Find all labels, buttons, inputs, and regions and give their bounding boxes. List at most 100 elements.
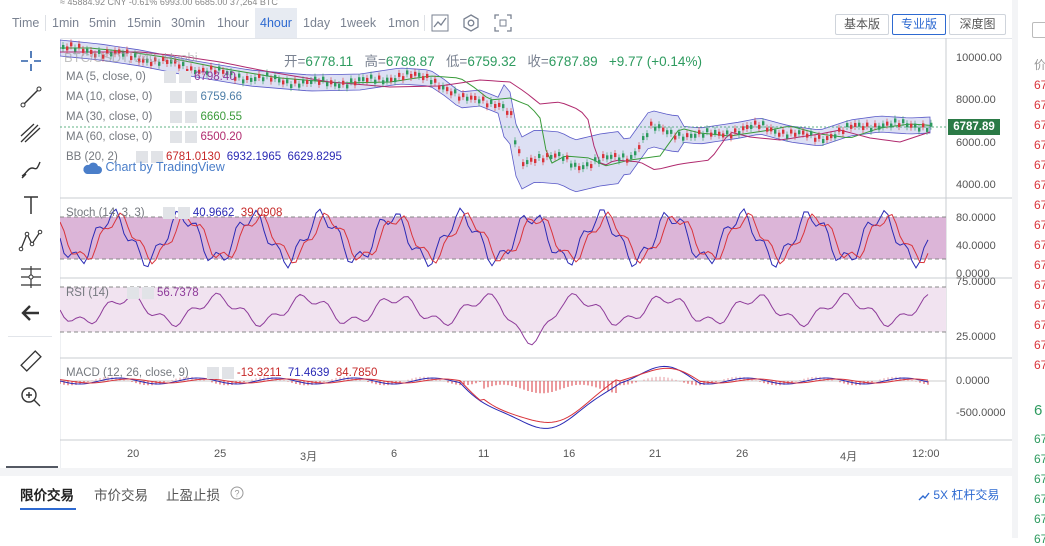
orderbook-ask-price[interactable]: 67 bbox=[1034, 158, 1045, 172]
candle-body bbox=[698, 130, 701, 135]
tab-market-order[interactable]: 市价交易 bbox=[94, 488, 148, 503]
legend-label: RSI (14) bbox=[66, 287, 109, 300]
date-axis-label: 25 bbox=[214, 448, 227, 460]
trend-line-icon[interactable] bbox=[18, 84, 44, 110]
candle-body bbox=[466, 96, 469, 101]
tab-stop-order[interactable]: 止盈止损 bbox=[166, 488, 220, 503]
orderbook-bid-price[interactable]: 67 bbox=[1034, 432, 1045, 446]
pattern-icon[interactable] bbox=[18, 228, 44, 254]
price-chart-canvas[interactable] bbox=[60, 38, 1012, 468]
candle-body bbox=[498, 102, 501, 107]
candle-body bbox=[670, 129, 673, 134]
interval-1mon[interactable]: 1mon bbox=[388, 16, 420, 30]
orderbook-bid-price[interactable]: 67 bbox=[1034, 472, 1045, 486]
candle-body bbox=[538, 153, 541, 158]
orderbook-ask-price[interactable]: 67 bbox=[1034, 338, 1045, 352]
crosshair-icon[interactable] bbox=[18, 48, 44, 74]
legend-stoch[interactable]: Stoch (14, 3, 3) 40.9662 39.0908 bbox=[66, 207, 282, 219]
help-icon[interactable]: ? bbox=[230, 486, 244, 500]
prediction-icon[interactable] bbox=[18, 264, 44, 290]
orderbook-bid-price[interactable]: 67 bbox=[1034, 492, 1045, 506]
orderbook-ask-price[interactable]: 67 bbox=[1034, 138, 1045, 152]
legend-value: 6781.0130 bbox=[165, 151, 221, 164]
candle-body bbox=[302, 79, 305, 84]
orderbook-ask-price[interactable]: 67 bbox=[1034, 118, 1045, 132]
orderbook-ask-price[interactable]: 67 bbox=[1034, 258, 1045, 272]
interval-5min[interactable]: 5min bbox=[89, 16, 117, 30]
orderbook-bid-price[interactable]: 67 bbox=[1034, 452, 1045, 466]
candle-body bbox=[78, 43, 81, 48]
version-basic-button[interactable]: 基本版 bbox=[835, 14, 889, 35]
orderbook-ask-price[interactable]: 67 bbox=[1034, 298, 1045, 312]
legend-ma5[interactable]: MA (5, close, 0) 6798.40 bbox=[66, 71, 236, 83]
legend-macd[interactable]: MACD (12, 26, close, 9) -13.3211 71.4639… bbox=[66, 367, 377, 379]
zoom-in-icon[interactable] bbox=[18, 384, 44, 410]
candle-body bbox=[926, 127, 929, 132]
candle-body bbox=[546, 153, 549, 158]
orderbook-ask-price[interactable]: 67 bbox=[1034, 278, 1045, 292]
chart-area[interactable]: 开=6778.11 高=6788.87 低=6759.32 收=6787.89 … bbox=[60, 38, 1012, 468]
open-label: 开= bbox=[284, 54, 306, 69]
legend-value: 84.7850 bbox=[335, 367, 378, 380]
interval-1hour[interactable]: 1hour bbox=[217, 16, 249, 30]
legend-ma60[interactable]: MA (60, close, 0) 6500.20 bbox=[66, 131, 242, 143]
candle-body bbox=[866, 122, 869, 127]
candle-body bbox=[490, 100, 493, 105]
candle-body bbox=[390, 77, 393, 82]
interval-15min[interactable]: 15min bbox=[127, 16, 162, 30]
back-arrow-icon[interactable] bbox=[18, 300, 44, 326]
candle-body bbox=[598, 159, 601, 164]
settings-icon[interactable] bbox=[462, 14, 480, 32]
legend-ma10[interactable]: MA (10, close, 0) 6759.66 bbox=[66, 91, 242, 103]
orderbook-bid-price[interactable]: 67 bbox=[1034, 512, 1045, 526]
change-value: +9.77 (+0.14%) bbox=[608, 54, 702, 69]
pitchfork-icon[interactable] bbox=[18, 120, 44, 146]
orderbook-ask-price[interactable]: 67 bbox=[1034, 218, 1045, 232]
brush-icon[interactable] bbox=[18, 156, 44, 182]
orderbook-ask-price[interactable]: 67 bbox=[1034, 238, 1045, 252]
candle-body bbox=[610, 154, 613, 159]
orderbook-ask-price[interactable]: 67 bbox=[1034, 318, 1045, 332]
interval-4hour[interactable]: 4hour bbox=[255, 8, 297, 38]
candle-body bbox=[730, 134, 733, 139]
candle-body bbox=[674, 135, 677, 140]
orderbook-ask-price[interactable]: 67 bbox=[1034, 178, 1045, 192]
text-tool-icon[interactable] bbox=[18, 192, 44, 218]
ruler-icon[interactable] bbox=[18, 348, 44, 374]
interval-1day[interactable]: 1day bbox=[303, 16, 331, 30]
candle-body bbox=[66, 46, 69, 51]
stoch-band bbox=[60, 217, 946, 259]
candle-body bbox=[638, 145, 641, 150]
legend-ma30[interactable]: MA (30, close, 0) 6660.55 bbox=[66, 111, 242, 123]
version-pro-button[interactable]: 专业版 bbox=[892, 14, 946, 35]
watermark-text: Chart by TradingView bbox=[105, 160, 225, 174]
candle-body bbox=[754, 120, 757, 125]
interval-1min[interactable]: 1min bbox=[52, 16, 80, 30]
candle-body bbox=[398, 72, 401, 77]
candle-body bbox=[646, 133, 649, 138]
fullscreen-icon[interactable] bbox=[494, 14, 512, 32]
candle-body bbox=[426, 73, 429, 78]
candle-body bbox=[378, 75, 381, 80]
candle-body bbox=[554, 153, 557, 158]
depth-chart-button[interactable]: 深度图 bbox=[949, 14, 1006, 35]
candle-body bbox=[874, 123, 877, 128]
orderbook-ask-price[interactable]: 67 bbox=[1034, 198, 1045, 212]
orderbook-ask-price[interactable]: 67 bbox=[1034, 358, 1045, 372]
orderbook-ask-price[interactable]: 67 bbox=[1034, 98, 1045, 112]
candle-body bbox=[218, 66, 221, 71]
candle-body bbox=[694, 133, 697, 138]
legend-bb[interactable]: BB (20, 2) 6781.0130 6932.1965 6629.8295 bbox=[66, 151, 342, 163]
orderbook-toggle[interactable] bbox=[1032, 22, 1045, 38]
orderbook-ask-price[interactable]: 67 bbox=[1034, 78, 1045, 92]
leverage-trade-link[interactable]: 5X 杠杆交易 bbox=[918, 486, 999, 503]
orderbook-bid-price[interactable]: 67 bbox=[1034, 532, 1045, 546]
interval-1week[interactable]: 1week bbox=[340, 16, 377, 30]
legend-rsi[interactable]: RSI (14) 56.7378 bbox=[66, 287, 199, 299]
interval-30min[interactable]: 30min bbox=[171, 16, 206, 30]
candle-body bbox=[286, 79, 289, 84]
date-axis-label: 21 bbox=[649, 448, 662, 460]
tab-limit-order[interactable]: 限价交易 bbox=[20, 488, 74, 503]
indicators-icon[interactable] bbox=[431, 14, 449, 32]
rsi-axis-label: 75.0000 bbox=[956, 276, 996, 288]
